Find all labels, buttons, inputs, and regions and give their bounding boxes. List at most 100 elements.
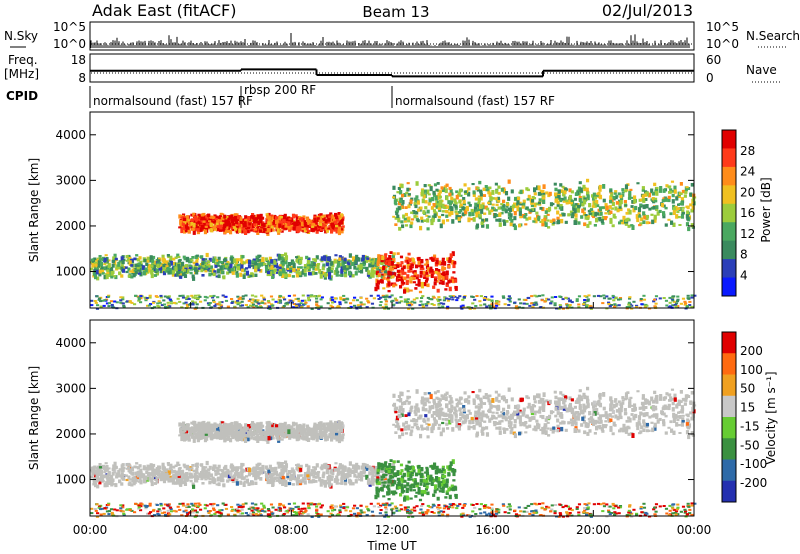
power-cell xyxy=(216,296,220,299)
power-cell xyxy=(407,204,411,209)
power-cell xyxy=(185,215,189,219)
power-cell xyxy=(194,255,198,260)
power-cell xyxy=(153,274,158,277)
power-cell xyxy=(97,298,101,301)
power-cell xyxy=(207,213,211,217)
velocity-cell xyxy=(216,433,220,436)
power-cell xyxy=(330,270,334,273)
power-cell xyxy=(550,300,554,303)
power-cell xyxy=(549,219,553,223)
power-cell xyxy=(437,273,441,279)
power-cell xyxy=(434,270,438,274)
power-cell xyxy=(240,304,245,307)
power-cell xyxy=(510,189,514,194)
power-cell xyxy=(228,219,232,223)
power-cell xyxy=(447,265,451,268)
power-cell xyxy=(453,261,457,265)
power-cell xyxy=(164,306,168,308)
power-cell xyxy=(197,267,201,270)
power-cell xyxy=(645,191,649,197)
power-cell xyxy=(457,191,461,197)
power-cell xyxy=(501,295,505,298)
power-cell xyxy=(301,294,305,297)
power-cell xyxy=(453,279,457,283)
power-cell xyxy=(441,203,445,209)
power-cell xyxy=(214,263,218,268)
velocity-cell xyxy=(226,429,230,434)
power-cell xyxy=(162,264,166,268)
power-cell xyxy=(387,279,391,282)
velocity-cell xyxy=(214,426,218,429)
cpid-segment-label: normalsound (fast) 157 RF xyxy=(93,94,253,108)
velocity-cell xyxy=(247,424,251,429)
power-cell xyxy=(139,301,143,304)
colorbar-tick-label: 28 xyxy=(740,144,755,158)
power-cell xyxy=(479,193,483,197)
power-cell xyxy=(409,270,413,273)
velocity-cell xyxy=(312,469,316,473)
power-cell xyxy=(254,305,258,307)
power-cell xyxy=(181,269,185,272)
power-cell xyxy=(204,262,208,267)
power-cell xyxy=(145,297,149,299)
power-cell xyxy=(407,193,411,196)
power-cell xyxy=(583,301,587,304)
power-cell xyxy=(498,212,502,216)
power-cell xyxy=(255,300,259,303)
power-cell xyxy=(539,220,543,223)
velocity-cell xyxy=(302,423,306,427)
power-cell xyxy=(91,260,95,263)
power-cell xyxy=(468,211,472,217)
power-cell xyxy=(187,229,191,234)
power-cell xyxy=(582,207,586,211)
power-cell xyxy=(518,201,522,205)
power-cell xyxy=(461,212,465,217)
velocity-cell xyxy=(294,422,298,426)
power-cell xyxy=(451,251,455,257)
velocity-cell xyxy=(253,431,257,435)
power-cell xyxy=(400,267,405,271)
power-cell xyxy=(242,274,246,279)
power-cell xyxy=(252,306,256,309)
power-cell xyxy=(185,225,189,229)
power-cell xyxy=(486,207,490,211)
velocity-cell xyxy=(239,480,243,485)
power-cell xyxy=(399,300,403,303)
power-cell xyxy=(662,204,666,208)
velocity-cell xyxy=(235,427,239,433)
power-cell xyxy=(500,187,504,192)
power-cell xyxy=(489,196,493,201)
power-cell xyxy=(482,187,486,191)
power-cell xyxy=(348,260,352,263)
power-cell xyxy=(330,296,334,299)
power-cell xyxy=(233,264,237,269)
power-cell xyxy=(664,197,668,202)
velocity-cell xyxy=(178,422,182,427)
power-cell xyxy=(554,198,558,203)
power-cell xyxy=(530,204,534,208)
power-cell xyxy=(441,213,445,217)
power-cell xyxy=(338,301,342,304)
power-cell xyxy=(113,300,117,303)
power-cell xyxy=(459,194,463,197)
power-cell xyxy=(425,277,429,281)
velocity-cell xyxy=(313,423,317,427)
power-cell xyxy=(483,303,487,306)
power-cell xyxy=(417,278,421,284)
velocity-cell xyxy=(265,421,269,425)
power-cell xyxy=(451,260,455,265)
power-cell xyxy=(445,275,449,279)
power-cell xyxy=(680,213,685,219)
power-cell xyxy=(300,228,304,232)
power-cell xyxy=(257,262,261,268)
velocity-cell xyxy=(227,425,231,429)
power-cell xyxy=(561,198,565,201)
power-cell xyxy=(268,308,272,310)
velocity-cell xyxy=(224,428,228,433)
power-cell xyxy=(535,202,539,206)
power-cell xyxy=(446,299,450,302)
power-cell xyxy=(374,263,378,267)
power-cell xyxy=(404,259,408,263)
power-cell xyxy=(607,303,611,305)
power-cell xyxy=(451,298,455,301)
